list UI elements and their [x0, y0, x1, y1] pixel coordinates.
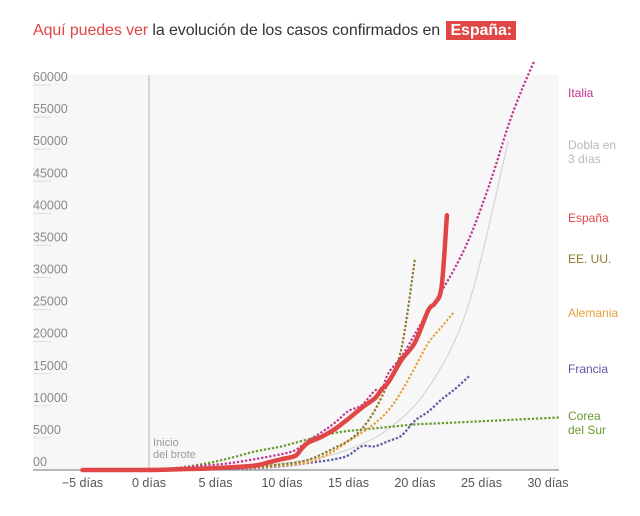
x-tick-label: 15 días — [328, 476, 369, 490]
plot-background — [33, 75, 559, 470]
series-label-francia: Francia — [568, 362, 608, 376]
series-labels: Italia Dobla en3 días España EE. UU. Alemani… — [568, 86, 618, 437]
series-label-corea-del-sur: Corea — [568, 409, 601, 423]
x-tick-label: 0 días — [132, 476, 166, 490]
headline-country-badge: España: — [446, 21, 517, 40]
x-tick-label: 25 días — [461, 476, 502, 490]
series-line-francia — [81, 375, 470, 472]
series-label-dobla-en-3-d-as: Dobla en — [568, 138, 616, 152]
series-line-alemania — [81, 309, 457, 472]
y-tick-label: 15000 — [33, 359, 68, 373]
y-axis: 00 5000 10000 15000 20000 25000 30000 35000 4000… — [33, 70, 68, 469]
y-tick-label: 45000 — [33, 166, 68, 180]
x-axis: −5 días 0 días 5 días 10 días 15 días 20 días… — [33, 469, 569, 490]
series-label-alemania: Alemania — [568, 306, 618, 320]
x-tick-label: 10 días — [261, 476, 302, 490]
y-tick-label: 50000 — [33, 134, 68, 148]
outbreak-start-label: Inicio — [153, 437, 179, 449]
y-tick-label: 20000 — [33, 327, 68, 341]
outbreak-start-label: del brote — [153, 449, 196, 461]
y-tick-label: 40000 — [33, 198, 68, 212]
chart-headline: Aquí puedes ver la evolución de los caso… — [33, 21, 517, 40]
y-tick-label: 25000 — [33, 295, 68, 309]
y-tick-label: 00 — [33, 455, 47, 469]
x-tick-label: 30 días — [527, 476, 568, 490]
series-line-corea-del-sur — [81, 416, 563, 472]
y-tick-label: 35000 — [33, 230, 68, 244]
series-line-italia — [81, 58, 537, 472]
y-tick-label: 5000 — [33, 423, 61, 437]
y-tick-label: 60000 — [33, 70, 68, 84]
y-tick-label: 55000 — [33, 102, 68, 116]
series-lines — [80, 58, 563, 473]
headline-lead: Aquí puedes ver — [33, 22, 149, 39]
headline-rest: la evolución de los casos confirmados en — [152, 22, 441, 39]
x-tick-label: −5 días — [62, 476, 103, 490]
series-label-corea-del-sur: del Sur — [568, 423, 606, 437]
series-line-espa-a — [80, 213, 450, 473]
x-tick-label: 20 días — [394, 476, 435, 490]
series-label-italia: Italia — [568, 86, 594, 100]
series-label-dobla-en-3-d-as: 3 días — [568, 152, 601, 166]
y-tick-label: 30000 — [33, 263, 68, 277]
series-label-ee-uu-: EE. UU. — [568, 252, 611, 266]
series-label-espa-a: España — [568, 211, 609, 225]
y-tick-label: 10000 — [33, 391, 68, 405]
x-tick-label: 5 días — [198, 476, 232, 490]
